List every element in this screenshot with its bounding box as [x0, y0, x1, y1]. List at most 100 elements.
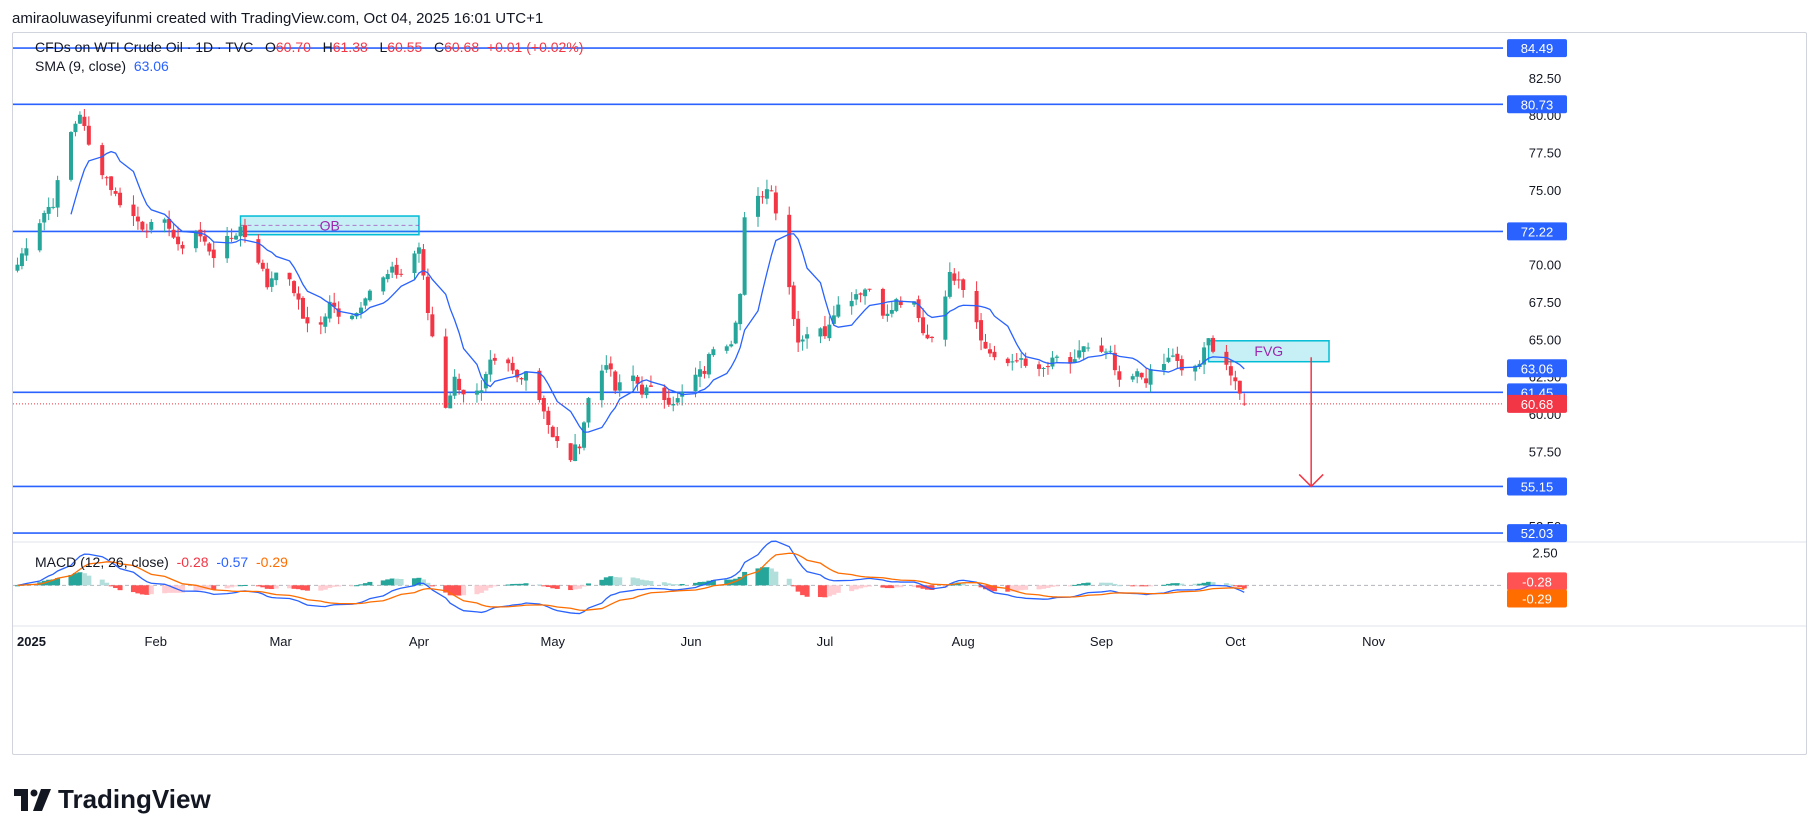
candle-body — [729, 344, 734, 347]
candle-body — [193, 231, 198, 249]
macd-histogram-bar — [764, 567, 770, 586]
macd-histogram-bar — [385, 579, 391, 586]
macd-line-value: -0.57 — [216, 554, 249, 570]
macd-legend: MACD (12, 26, close) -0.28 -0.57 -0.29 — [35, 554, 288, 570]
candle-body — [385, 274, 390, 280]
macd-histogram-bar — [666, 583, 672, 586]
candle-body — [943, 296, 948, 340]
macd-histogram-bar — [447, 585, 453, 596]
change-value: +0.01 (+0.02%) — [486, 39, 584, 55]
macd-histogram-bar — [171, 585, 177, 593]
candle-body — [358, 307, 363, 314]
macd-histogram-bar — [768, 568, 774, 586]
macd-histogram-bar — [1206, 581, 1212, 586]
macd-histogram-bar — [1018, 585, 1024, 591]
symbol-legend: CFDs on WTI Crude Oil · 1D · TVC O60.70 … — [35, 39, 583, 55]
candle-body — [1099, 345, 1104, 352]
macd-histogram-bar — [554, 585, 560, 589]
candle-body — [800, 339, 805, 342]
macd-histogram-bar — [86, 575, 92, 586]
tradingview-logo[interactable]: TradingView — [14, 784, 211, 815]
macd-histogram-bar — [867, 585, 873, 587]
price-chart[interactable]: 82.5080.0077.5075.0072.5070.0067.5065.00… — [13, 33, 1807, 755]
candle-body — [265, 268, 270, 288]
macd-histogram-bar — [291, 585, 297, 589]
candle-body — [631, 375, 636, 382]
macd-histogram-bar — [884, 585, 890, 589]
candle-body — [1211, 337, 1216, 352]
level-price-label: 80.73 — [1521, 97, 1554, 112]
macd-histogram-bar — [81, 573, 87, 586]
candle-body — [1206, 338, 1211, 346]
candle-body — [238, 226, 243, 237]
macd-histogram-bar — [987, 585, 993, 591]
macd-histogram-bar — [835, 585, 841, 593]
macd-histogram-bar — [108, 585, 114, 587]
candle-body — [1175, 353, 1180, 361]
macd-histogram-bar — [1237, 585, 1243, 588]
candle-body — [791, 285, 796, 320]
candle-body — [568, 443, 573, 461]
macd-histogram-bar — [206, 585, 212, 590]
candle-body — [506, 359, 511, 364]
candle-body — [1242, 403, 1247, 405]
candle-body — [1054, 356, 1059, 358]
candle-body — [171, 229, 176, 238]
macd-histogram-bar — [46, 579, 52, 586]
macd-histogram-bar — [304, 585, 310, 591]
candle-body — [1086, 347, 1091, 349]
candle-body — [234, 235, 239, 240]
candle-body — [599, 370, 604, 401]
candle-body — [925, 334, 930, 339]
macd-histogram-bar — [1072, 584, 1078, 586]
macd-histogram-bar — [1130, 585, 1136, 587]
candle-body — [381, 277, 386, 292]
macd-histogram-bar — [612, 577, 618, 586]
candle-body — [983, 341, 988, 349]
candle-body — [390, 266, 395, 273]
macd-hist-price-label: -0.28 — [1522, 574, 1552, 589]
macd-signal-price-label: -0.29 — [1522, 592, 1552, 607]
candle-body — [510, 362, 515, 371]
macd-histogram-bar — [742, 571, 748, 586]
macd-histogram-bar — [510, 583, 516, 586]
candle-body — [149, 221, 154, 230]
candle-body — [131, 204, 136, 217]
candle-body — [769, 190, 774, 192]
chart-panel[interactable]: 82.5080.0077.5075.0072.5070.0067.5065.00… — [12, 32, 1807, 755]
macd-histogram-bar — [380, 580, 386, 586]
macd-histogram-bar — [72, 573, 78, 586]
macd-histogram-bar — [800, 585, 806, 596]
macd-histogram-bar — [1067, 585, 1073, 587]
macd-histogram-bar — [420, 579, 426, 586]
candle-body — [671, 403, 676, 406]
macd-histogram-bar — [233, 585, 239, 587]
price-axis-tick: 67.50 — [1529, 295, 1562, 310]
candle-body — [760, 196, 765, 198]
macd-axis-tick: 2.50 — [1532, 545, 1557, 560]
candle-body — [648, 385, 653, 387]
candle-body — [1108, 350, 1113, 352]
macd-histogram-bar — [608, 576, 614, 586]
macd-histogram-bar — [327, 585, 333, 588]
macd-histogram-bar — [260, 585, 266, 588]
candle-body — [541, 398, 546, 412]
candle-body — [979, 320, 984, 341]
candle-body — [363, 298, 368, 306]
tradingview-logo-icon — [14, 788, 51, 811]
macd-histogram-bar — [300, 585, 306, 591]
candle-body — [992, 351, 997, 358]
candle-body — [1117, 371, 1122, 380]
candle-body — [452, 376, 457, 396]
level-price-label: 72.22 — [1521, 224, 1554, 239]
candle-body — [805, 334, 810, 339]
macd-signal-line — [17, 552, 1245, 612]
macd-histogram-bar — [336, 585, 342, 587]
candle-body — [479, 390, 484, 393]
macd-histogram-bar — [974, 584, 980, 586]
high-value: 61.38 — [332, 39, 368, 55]
candle-body — [1019, 358, 1024, 360]
macd-histogram-bar — [1148, 585, 1154, 587]
candle-body — [492, 357, 497, 361]
candle-body — [961, 279, 966, 291]
